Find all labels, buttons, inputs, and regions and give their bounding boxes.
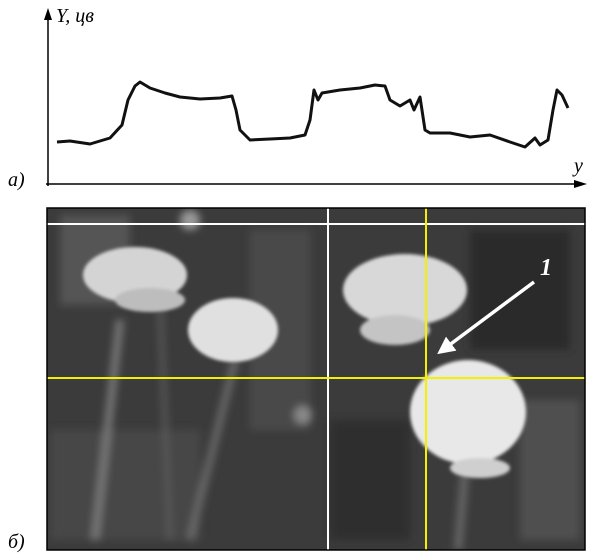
panel-label: б): [8, 531, 25, 553]
brightness-profile: [56, 80, 570, 149]
x-axis-label: y: [572, 155, 583, 177]
x-axis-arrow: [574, 180, 587, 188]
y-axis-label: Y, цв: [56, 5, 94, 27]
photo-texture: [50, 210, 580, 550]
panel-label: а): [8, 169, 25, 191]
y-axis-arrow: [44, 8, 52, 20]
pointer-arrow: [437, 280, 536, 355]
profile-plot: Y, цв y а): [8, 5, 587, 191]
marker-label: 1: [540, 255, 552, 281]
photo-panel: 1: [47, 208, 585, 550]
photo-frame: [46, 207, 586, 551]
flowers: [83, 247, 526, 478]
